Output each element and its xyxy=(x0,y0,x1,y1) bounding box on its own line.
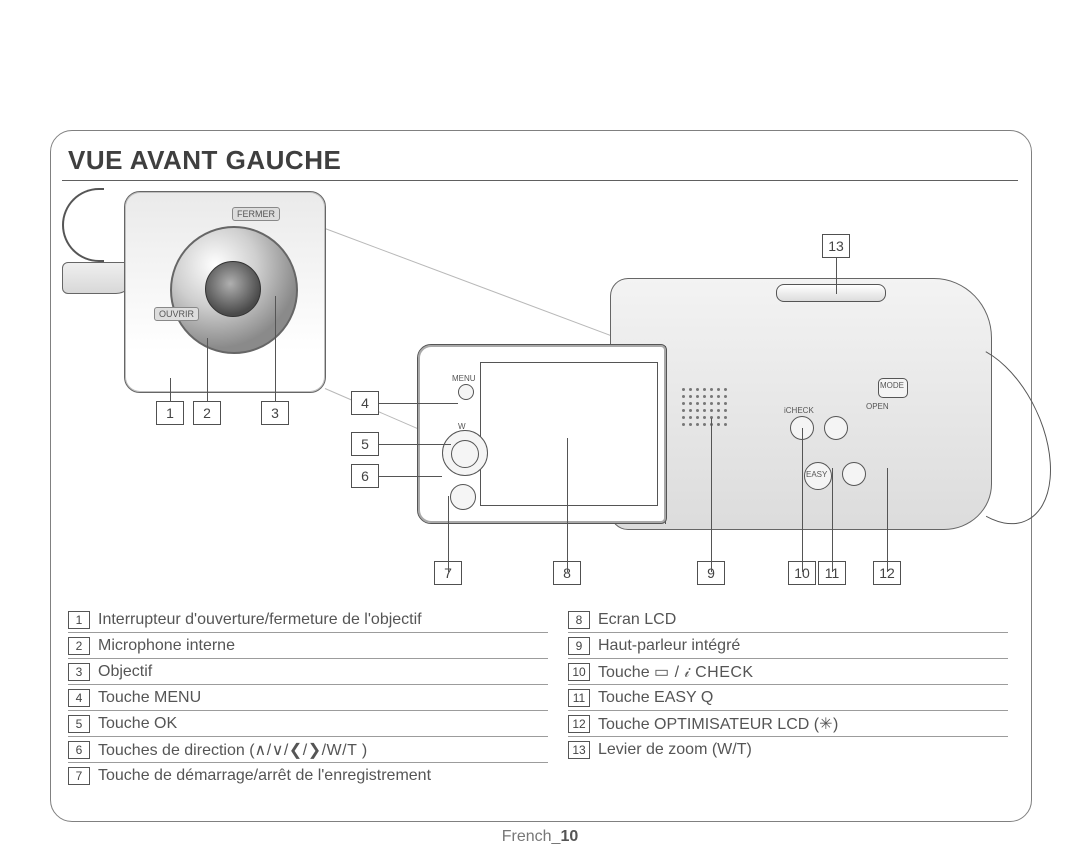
callout-1: 1 xyxy=(156,401,184,425)
footer-page-number: 10 xyxy=(560,828,578,845)
legend-text: Objectif xyxy=(98,663,548,681)
legend-text: Touche EASY Q xyxy=(598,689,1008,707)
menu-label: MENU xyxy=(452,374,476,383)
legend-text: Touches de direction (∧/∨/❮/❯/W/T ) xyxy=(98,740,548,760)
legend-row: 11 Touche EASY Q xyxy=(568,685,1008,711)
lcd-opt-button xyxy=(842,462,866,486)
ok-button xyxy=(451,440,479,468)
legend-text: Ecran LCD xyxy=(598,611,1008,629)
title-rule xyxy=(62,180,1018,181)
leader xyxy=(275,296,276,402)
callout-13: 13 xyxy=(822,234,850,258)
legend-row: 12 Touche OPTIMISATEUR LCD (✳) xyxy=(568,711,1008,737)
legend-number-box: 8 xyxy=(568,611,590,629)
legend-text: Interrupteur d'ouverture/fermeture de l'… xyxy=(98,611,548,629)
legend-text: Levier de zoom (W/T) xyxy=(598,741,1008,759)
legend-text: Touche MENU xyxy=(98,689,548,707)
legend-number-box: 6 xyxy=(68,741,90,759)
callout-4: 4 xyxy=(351,391,379,415)
legend-row: 10 Touche ▭ / 𝒾 CHECK xyxy=(568,659,1008,685)
legend-row: 5 Touche OK xyxy=(68,711,548,737)
record-button xyxy=(450,484,476,510)
leader xyxy=(448,496,449,572)
legend-number-box: 13 xyxy=(568,741,590,759)
legend-number-box: 4 xyxy=(68,689,90,707)
legend-row: 6 Touches de direction (∧/∨/❮/❯/W/T ) xyxy=(68,737,548,763)
legend-number-box: 7 xyxy=(68,767,90,785)
legend-number-box: 1 xyxy=(68,611,90,629)
easyq-label: EASY xyxy=(806,470,827,479)
speaker-grille xyxy=(682,388,736,432)
leader xyxy=(836,258,837,294)
legend-row: 13 Levier de zoom (W/T) xyxy=(568,737,1008,762)
legend-row: 2 Microphone interne xyxy=(68,633,548,659)
legend-number-box: 12 xyxy=(568,715,590,733)
legend-row: 7 Touche de démarrage/arrêt de l'enregist… xyxy=(68,763,548,788)
legend-column-left: 1 Interrupteur d'ouverture/fermeture de l… xyxy=(68,607,548,788)
legend-number-box: 3 xyxy=(68,663,90,681)
legend-text: Touche ▭ / 𝒾 CHECK xyxy=(598,662,1008,682)
legend-row: 1 Interrupteur d'ouverture/fermeture de l… xyxy=(68,607,548,633)
lens-glass xyxy=(205,261,261,317)
label-ouvrir: OUVRIR xyxy=(154,307,199,321)
leader xyxy=(832,468,833,572)
legend-number-box: 2 xyxy=(68,637,90,655)
leader xyxy=(379,476,442,477)
callout-6: 6 xyxy=(351,464,379,488)
legend-row: 3 Objectif xyxy=(68,659,548,685)
legend-text: Touche OK xyxy=(98,715,548,733)
leader xyxy=(567,438,568,572)
leader xyxy=(207,338,208,402)
mode-label: MODE xyxy=(880,381,904,390)
zoom-lever xyxy=(776,284,886,302)
leader xyxy=(170,378,171,402)
legend-text: Haut-parleur intégré xyxy=(598,637,1008,655)
diagram-area: FERMER OUVRIR MENU WiCHECK EASY MODE OPEN 12 3 4 5… xyxy=(62,188,1018,596)
lcd-screen xyxy=(480,362,658,506)
leader xyxy=(802,428,803,572)
leader xyxy=(379,444,451,445)
callout-5: 5 xyxy=(351,432,379,456)
open-label: OPEN xyxy=(866,402,889,411)
leader xyxy=(379,403,458,404)
legend-row: 8 Ecran LCD xyxy=(568,607,1008,633)
w-label: W xyxy=(458,422,466,431)
legend-text: Touche OPTIMISATEUR LCD (✳) xyxy=(598,714,1008,734)
legend-number-box: 5 xyxy=(68,715,90,733)
leader xyxy=(711,418,712,572)
callout-3: 3 xyxy=(261,401,289,425)
lens-switch-arrow xyxy=(62,188,104,262)
legend-text: Microphone interne xyxy=(98,637,548,655)
callout-2: 2 xyxy=(193,401,221,425)
legend-row: 4 Touche MENU xyxy=(68,685,548,711)
page-footer: French_10 xyxy=(0,828,1080,846)
legend-column-right: 8 Ecran LCD 9 Haut-parleur intégré 10 Touche … xyxy=(568,607,1008,762)
legend-number-box: 11 xyxy=(568,689,590,707)
legend-number-box: 10 xyxy=(568,663,590,681)
label-fermer: FERMER xyxy=(232,207,280,221)
page-title: VUE AVANT GAUCHE xyxy=(68,145,341,176)
legend-row: 9 Haut-parleur intégré xyxy=(568,633,1008,659)
leader xyxy=(887,468,888,572)
legend-number-box: 9 xyxy=(568,637,590,655)
menu-button xyxy=(458,384,474,400)
icheck-label: iCHECK xyxy=(784,406,814,415)
play-button xyxy=(824,416,848,440)
footer-language: French_ xyxy=(502,828,561,845)
legend-text: Touche de démarrage/arrêt de l'enregistr… xyxy=(98,767,548,785)
